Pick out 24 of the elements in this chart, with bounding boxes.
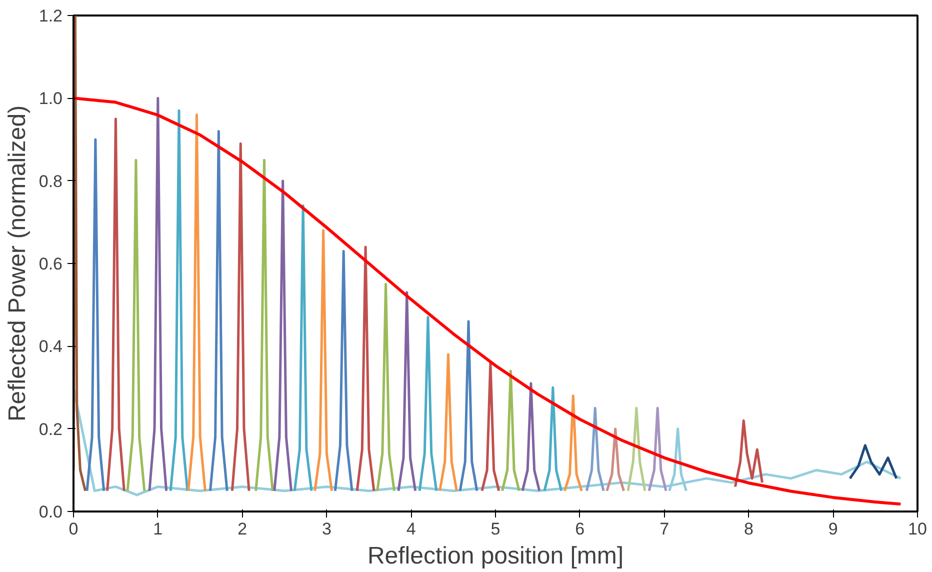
y-tick-label: 1.0 xyxy=(38,89,63,108)
x-tick-label: 8 xyxy=(744,520,754,538)
x-tick-label: 5 xyxy=(490,520,500,538)
line-series xyxy=(74,16,87,492)
y-tick-label: 0.2 xyxy=(38,420,63,439)
x-tick-label: 2 xyxy=(238,520,248,538)
x-tick-label: 1 xyxy=(153,520,163,538)
line-series xyxy=(734,419,764,488)
y-tick-label: 1.2 xyxy=(38,6,63,26)
line-series xyxy=(74,96,902,506)
x-tick-label: 7 xyxy=(660,520,670,538)
x-axis-title: Reflection position [mm] xyxy=(367,542,624,570)
y-tick-label: 0.8 xyxy=(38,172,63,191)
x-tick-label: 0 xyxy=(68,520,78,538)
line-series xyxy=(848,444,898,480)
x-tick-label: 9 xyxy=(828,520,838,538)
y-tick-label: 0.0 xyxy=(38,502,63,522)
x-tick-label: 3 xyxy=(322,520,332,538)
x-tick-label: 6 xyxy=(575,520,585,538)
x-tick-label: 4 xyxy=(406,520,416,538)
y-tick-label: 0.4 xyxy=(38,337,63,356)
y-axis-title: Reflected Power (normalized) xyxy=(4,105,31,422)
x-tick-label: 10 xyxy=(908,520,927,538)
y-tick-label: 0.6 xyxy=(38,254,63,274)
